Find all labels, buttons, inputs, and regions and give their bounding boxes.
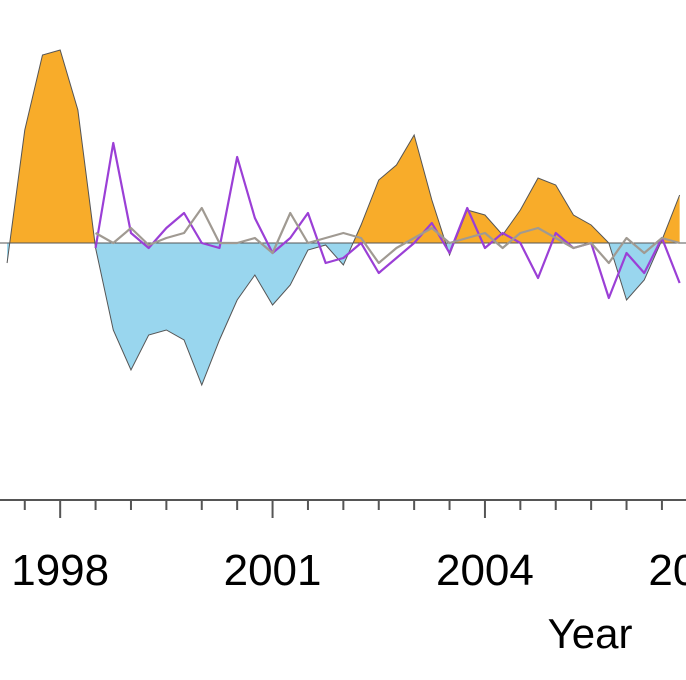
positive-area bbox=[7, 50, 680, 243]
x-tick-label: 1998 bbox=[11, 546, 109, 595]
negative-area bbox=[7, 243, 680, 385]
x-tick-label: 2004 bbox=[436, 546, 534, 595]
area-outline bbox=[6, 49, 681, 387]
x-axis-label: Year bbox=[548, 610, 633, 657]
x-tick-label: 2007 bbox=[648, 546, 686, 595]
x-tick-label: 2001 bbox=[224, 546, 322, 595]
index-line bbox=[95, 206, 680, 265]
